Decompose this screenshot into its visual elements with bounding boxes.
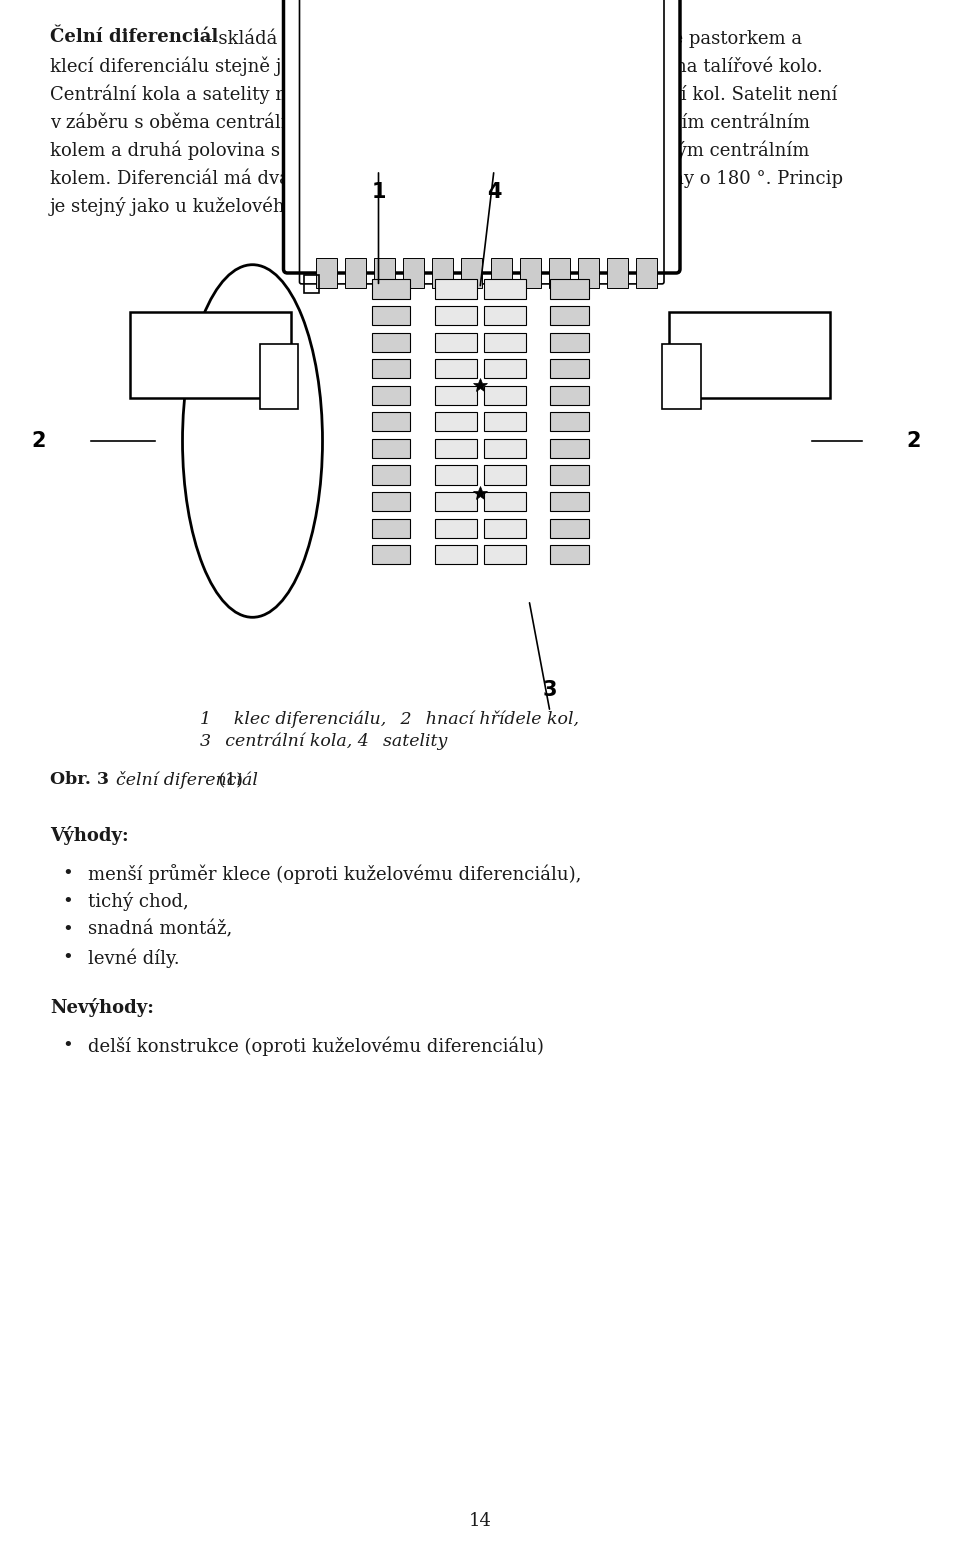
Text: menší průměr klece (oproti kuželovému diferenciálu),: menší průměr klece (oproti kuželovému di… [88,863,582,883]
Text: levné díly.: levné díly. [88,949,180,967]
Text: Výhody:: Výhody: [50,826,129,845]
Bar [484,412,525,431]
Text: Centrální kola a satelity mají čelní ozubení. Je zde rozdílné uspřádání kol. Sat: Centrální kola a satelity mají čelní ozu… [50,84,837,104]
Text: Nevýhody:: Nevýhody: [50,998,154,1017]
Bar [549,259,570,288]
Bar [550,439,588,457]
Bar [345,259,366,288]
Bar [484,360,525,378]
Text: tichý chod,: tichý chod, [88,891,189,911]
Bar [484,439,525,457]
Bar [491,259,512,288]
Bar [578,259,599,288]
Bar [484,491,525,512]
Bar [550,333,588,352]
Text: kolem. Diferenciál má dva páry satelitů, které jsou vzájemně potočeny o 180 °. P: kolem. Diferenciál má dva páry satelitů,… [50,167,843,188]
Text: je stejný jako u kuželového diferenciálu (1): je stejný jako u kuželového diferenciálu… [50,195,444,215]
Text: •: • [61,891,73,910]
Text: snadná montáž,: snadná montáž, [88,921,232,938]
Bar [550,546,588,564]
Bar [550,491,588,512]
Text: v záběru s oběma centrálními koly, ale polovina satelitu zabírá s jedním centrál: v záběru s oběma centrálními koly, ale p… [50,112,810,132]
Bar [435,491,476,512]
Bar [435,333,476,352]
Bar [669,312,830,398]
Bar [550,465,588,485]
Text: 3  centrální kola, 4  satelity: 3 centrální kola, 4 satelity [200,733,447,750]
Bar [403,259,424,288]
Bar [303,276,319,293]
FancyBboxPatch shape [283,0,680,273]
Bar [435,360,476,378]
Bar [550,386,588,405]
Text: delší konstrukce (oproti kuželovému diferenciálu): delší konstrukce (oproti kuželovému dife… [88,1035,543,1056]
Text: 2: 2 [907,431,922,451]
Bar [372,386,410,405]
Text: – skládá se z čelních ozubených kol (obr. 3). Tvoří se pastorkem a: – skládá se z čelních ozubených kol (obr… [198,28,802,48]
Bar [432,259,453,288]
Bar [484,546,525,564]
Bar [484,519,525,538]
Bar [435,305,476,326]
Text: •: • [61,1035,73,1054]
Bar [130,312,291,398]
Bar [550,360,588,378]
Bar [519,259,540,288]
Bar [484,465,525,485]
Bar [550,519,588,538]
Bar [484,279,525,299]
Bar [435,279,476,299]
Bar [435,386,476,405]
Bar [259,344,298,409]
Text: 3: 3 [542,680,557,701]
Bar [607,259,628,288]
Bar [550,412,588,431]
Ellipse shape [182,265,323,617]
Bar [316,259,337,288]
Bar [372,360,410,378]
Text: Obr. 3: Obr. 3 [50,770,108,787]
Bar [435,546,476,564]
Bar [372,412,410,431]
Bar [372,465,410,485]
Text: čelní diferenciál: čelní diferenciál [105,770,258,789]
Bar [484,305,525,326]
Bar [372,491,410,512]
Bar [550,305,588,326]
Bar [372,279,410,299]
Text: 2: 2 [32,431,46,451]
Bar [636,259,658,288]
Bar [435,412,476,431]
Text: •: • [61,949,73,966]
Text: 4: 4 [487,181,501,202]
Bar [435,519,476,538]
Bar [372,546,410,564]
Bar [484,386,525,405]
Text: kolem a druhá polovina s druhým satelitem, který je v záběru s druhým centrálním: kolem a druhá polovina s druhým satelite… [50,140,809,160]
Text: 1  klec diferenciálu,  2  hnací hřídele kol,: 1 klec diferenciálu, 2 hnací hřídele kol… [200,711,579,728]
Bar [484,333,525,352]
Bar [373,259,395,288]
Bar [372,439,410,457]
Text: 1: 1 [372,181,386,202]
Text: •: • [61,863,73,882]
Bar [372,305,410,326]
Bar [662,344,701,409]
Bar [372,333,410,352]
Text: klecí diferenciálu stejně jako diferenciál kuželový. Klec je upevněna na talířov: klecí diferenciálu stejně jako diferenci… [50,56,823,76]
Bar [435,465,476,485]
Text: 14: 14 [468,1511,492,1530]
Bar [550,279,588,299]
Bar [435,439,476,457]
Bar [372,519,410,538]
Bar [462,259,482,288]
Text: (1): (1) [213,770,243,787]
Text: Čelní diferenciál: Čelní diferenciál [50,28,218,46]
Text: •: • [61,921,73,938]
